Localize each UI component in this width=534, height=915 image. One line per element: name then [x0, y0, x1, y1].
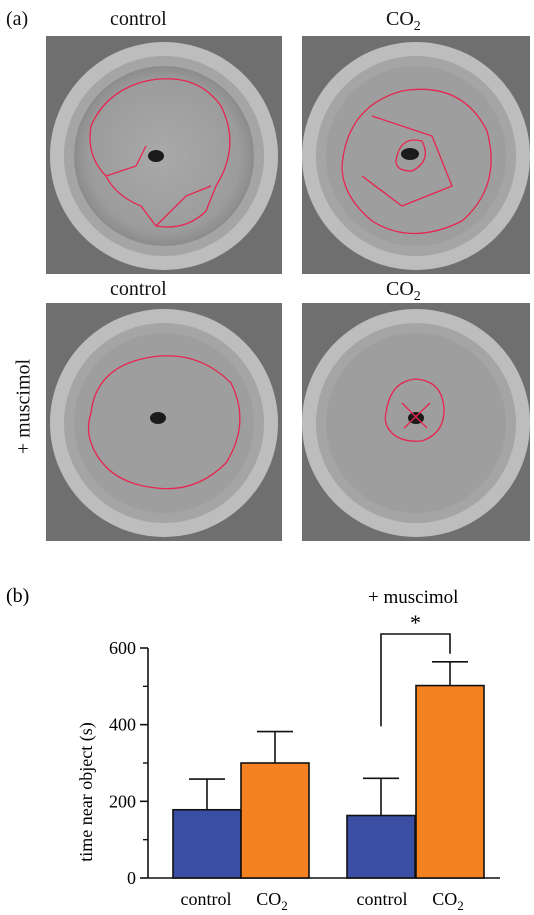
significance-star: *: [410, 610, 421, 635]
y-tick-label-400: 400: [109, 715, 136, 735]
swim-track: [87, 355, 241, 490]
panel-a-label: (a): [6, 8, 29, 30]
bar-control-2: [346, 814, 416, 879]
swim-track: [89, 78, 231, 228]
co2-main: CO: [386, 278, 414, 300]
y-axis: 0 200 400 600: [109, 638, 149, 888]
cat-label-control-2: control: [357, 889, 408, 909]
swim-track: [341, 88, 492, 235]
tank-image-muscimol-co2: [302, 303, 530, 541]
co2-sub: 2: [413, 289, 421, 304]
co2-sub: 2: [281, 898, 288, 913]
col-label-co2-bottom: CO2: [386, 278, 421, 305]
col-label-co2-top: CO2: [386, 8, 421, 35]
significance-bracket: [380, 633, 451, 727]
co2-main: CO: [256, 889, 281, 909]
bar-co2-2: [415, 684, 485, 879]
bar-chart: (b) + muscimol time near object (s) 0 200…: [6, 585, 500, 913]
cat-label-co2-1: CO2: [256, 889, 288, 913]
group-label-muscimol: + muscimol: [368, 587, 458, 608]
co2-sub: 2: [457, 898, 464, 913]
bracket-line: [380, 633, 451, 727]
tank-image-muscimol-control: [46, 303, 282, 541]
co2-sub: 2: [413, 19, 421, 34]
row-label-muscimol: + muscimol: [12, 358, 35, 455]
col-label-control-top: control: [110, 8, 167, 30]
col-label-control-bottom: control: [110, 278, 167, 300]
bars: [172, 684, 485, 879]
swim-track: [384, 378, 445, 442]
bar-co2-1: [240, 762, 310, 879]
cat-label-co2-2: CO2: [432, 889, 464, 913]
y-tick-label-0: 0: [127, 868, 136, 888]
bar-control-1: [172, 808, 242, 879]
panel-a: (a) control CO2 control CO2 + muscimol: [6, 8, 530, 541]
tank-image-control: [46, 36, 282, 274]
co2-main: CO: [432, 889, 457, 909]
y-axis-label: time near object (s): [76, 722, 97, 861]
panel-b-label: (b): [6, 585, 29, 607]
cat-label-control-1: control: [181, 889, 232, 909]
co2-main: CO: [386, 8, 414, 30]
y-tick-label-200: 200: [109, 791, 136, 811]
error-bars: [189, 661, 468, 816]
y-tick-label-600: 600: [109, 638, 136, 658]
tank-image-co2: [302, 36, 530, 274]
